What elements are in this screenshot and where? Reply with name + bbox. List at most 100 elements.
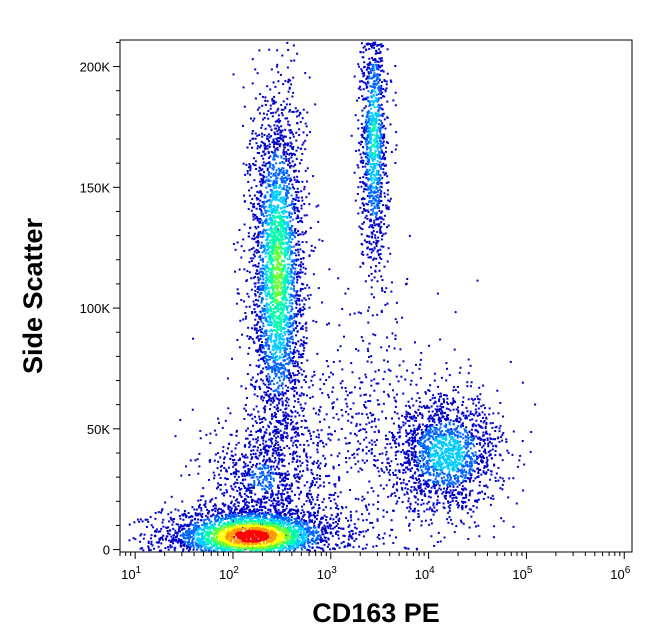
density-dot: [380, 309, 383, 312]
density-dot: [408, 529, 411, 532]
density-dot: [367, 400, 370, 402]
density-dot: [373, 459, 376, 461]
density-dot: [488, 413, 491, 416]
density-dot: [259, 422, 262, 424]
density-dot: [345, 390, 348, 393]
density-dot: [262, 358, 264, 361]
density-dot: [375, 382, 378, 385]
density-dot: [372, 413, 375, 416]
density-dot: [425, 508, 428, 511]
density-dot: [291, 460, 294, 463]
density-dot: [264, 103, 267, 106]
density-dot: [275, 500, 278, 503]
density-dot: [363, 209, 366, 212]
density-dot: [304, 139, 307, 142]
density-dot: [281, 472, 284, 475]
density-dot: [467, 358, 470, 361]
density-dot: [295, 217, 298, 220]
density-dot: [392, 439, 395, 442]
density-dot: [252, 234, 255, 237]
density-dot: [407, 468, 410, 471]
density-dot: [301, 180, 304, 183]
density-dot: [370, 293, 373, 296]
density-dot: [271, 151, 274, 154]
density-dot: [438, 487, 441, 490]
density-dot: [299, 111, 301, 114]
density-dot: [265, 440, 268, 443]
density-dot: [487, 443, 490, 446]
density-dot: [442, 491, 445, 494]
density-dot: [356, 453, 359, 456]
density-dot: [268, 48, 271, 51]
density-dot: [363, 74, 366, 77]
density-dot: [505, 441, 508, 443]
density-dot: [410, 458, 413, 461]
density-dot: [296, 109, 299, 112]
density-dot: [279, 436, 282, 439]
density-dot: [456, 503, 459, 506]
density-dot: [308, 386, 311, 389]
density-dot: [247, 468, 250, 471]
density-dot: [334, 532, 337, 535]
density-dot: [250, 434, 253, 436]
density-dot: [310, 485, 313, 488]
density-dot: [492, 536, 495, 539]
density-dot: [179, 524, 182, 527]
density-dot: [391, 417, 393, 420]
density-dot: [189, 548, 191, 551]
density-dot: [289, 498, 292, 501]
density-dot: [265, 162, 268, 165]
density-dot: [382, 152, 385, 155]
density-dot: [467, 414, 470, 417]
density-dot: [262, 439, 265, 442]
density-dot: [482, 440, 485, 443]
density-dot: [512, 525, 515, 528]
density-dot: [244, 465, 247, 468]
density-dot: [219, 456, 222, 459]
density-dot: [260, 501, 263, 504]
density-dot: [468, 508, 471, 511]
density-dot: [403, 451, 406, 454]
density-dot: [407, 497, 410, 500]
density-dot: [409, 476, 412, 479]
density-dot: [259, 231, 262, 234]
density-dot: [466, 477, 469, 480]
density-dot: [470, 433, 473, 436]
density-dot: [383, 359, 386, 362]
density-dot: [229, 412, 232, 415]
density-dot: [294, 346, 297, 349]
density-dot: [377, 501, 380, 503]
density-dot: [365, 431, 368, 434]
density-dot: [368, 72, 370, 75]
density-dot: [413, 464, 416, 467]
density-dot: [265, 497, 268, 500]
density-dot: [445, 362, 448, 365]
density-dot: [382, 515, 385, 518]
density-dot: [294, 199, 297, 201]
density-dot: [301, 325, 304, 328]
density-dot: [439, 417, 442, 420]
density-dot: [261, 204, 264, 207]
density-dot: [348, 543, 351, 546]
density-dot: [268, 136, 271, 139]
density-dot: [376, 399, 379, 402]
density-dot: [341, 414, 344, 417]
density-dot: [384, 90, 387, 93]
density-dot: [306, 180, 308, 183]
density-dot: [299, 464, 302, 467]
density-dot: [254, 318, 257, 321]
density-dot: [295, 196, 298, 199]
density-dot: [423, 490, 425, 493]
density-dot: [439, 408, 442, 411]
density-dot: [321, 540, 324, 543]
density-dot: [242, 505, 245, 508]
density-dot: [248, 337, 251, 340]
density-dot: [474, 499, 477, 502]
density-dot: [372, 249, 375, 252]
density-dot: [302, 393, 305, 396]
density-dot: [257, 299, 260, 302]
density-dot: [285, 483, 288, 486]
density-dot: [311, 498, 314, 501]
density-dot: [378, 48, 381, 51]
density-dot: [260, 193, 263, 196]
